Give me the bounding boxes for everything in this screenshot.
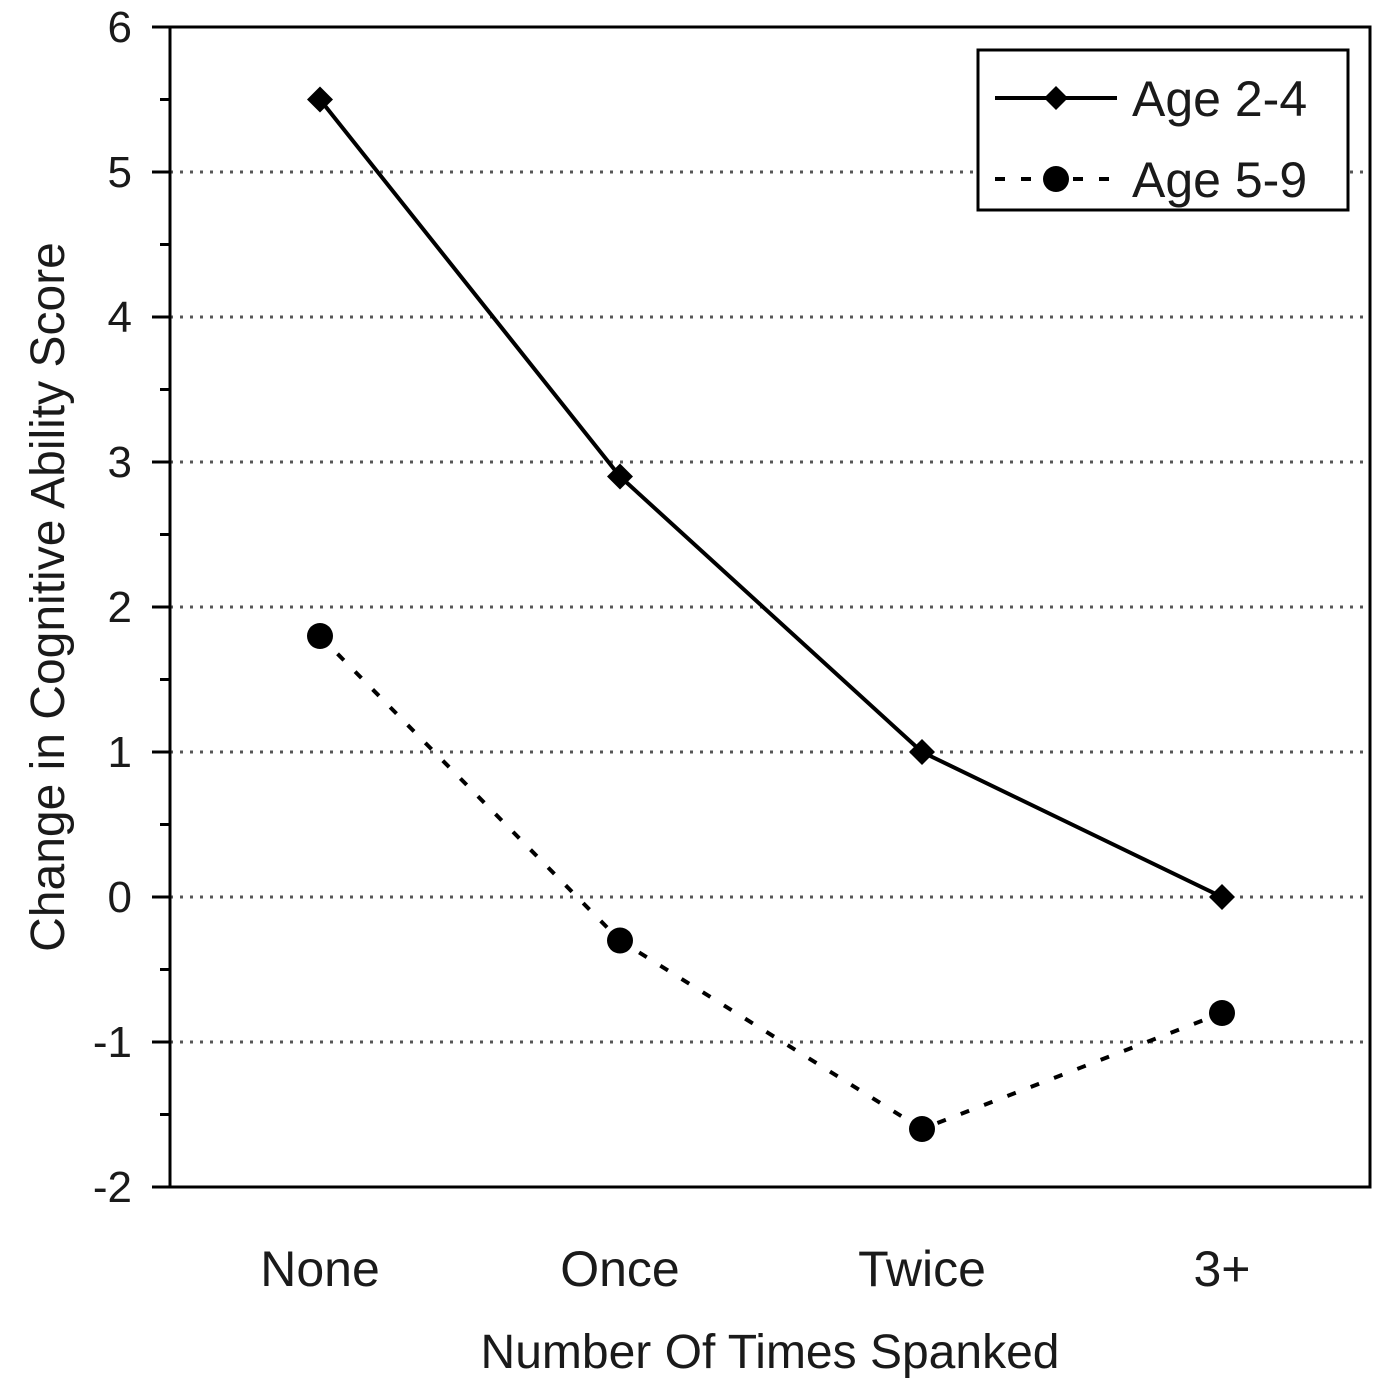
series-layer xyxy=(307,86,1235,1142)
data-point-circle xyxy=(607,927,633,954)
x-axis-title: Number Of Times Spanked xyxy=(481,1326,1060,1379)
y-axis-title: Change in Cognitive Ability Score xyxy=(22,242,75,952)
x-category-label: Twice xyxy=(858,1241,986,1297)
legend-label-age-5-9: Age 5-9 xyxy=(1132,152,1307,208)
y-tick-label: -1 xyxy=(93,1018,132,1067)
y-tick-label: 2 xyxy=(108,583,132,632)
y-tick-label: 5 xyxy=(108,148,132,197)
y-tick-label: 0 xyxy=(108,873,132,922)
y-axis-tick-labels: -2 -1 0 1 2 3 4 5 6 xyxy=(93,3,132,1212)
series-age-5-9 xyxy=(307,623,1235,1142)
data-point-diamond xyxy=(307,86,333,113)
y-tick-label: 3 xyxy=(108,438,132,487)
y-axis-ticks xyxy=(152,25,170,1189)
y-tick-label: 1 xyxy=(108,728,132,777)
series-age-2-4 xyxy=(307,86,1235,910)
series-line xyxy=(318,634,1223,1131)
data-point-circle xyxy=(307,623,333,649)
data-point-diamond xyxy=(1209,884,1235,910)
x-category-label: 3+ xyxy=(1193,1241,1250,1297)
legend-label-age-2-4: Age 2-4 xyxy=(1132,71,1307,127)
legend-marker-diamond xyxy=(1044,86,1068,110)
x-category-label: None xyxy=(260,1241,380,1297)
y-tick-label: 4 xyxy=(108,293,132,342)
data-point-circle xyxy=(1209,1000,1235,1026)
x-category-label: Once xyxy=(560,1241,680,1297)
gridlines xyxy=(170,170,1370,1044)
data-point-diamond xyxy=(909,739,935,765)
y-tick-label: -2 xyxy=(93,1163,132,1212)
legend-box xyxy=(976,48,1350,212)
y-tick-label: 6 xyxy=(108,3,132,52)
legend: Age 2-4 Age 5-9 xyxy=(976,48,1350,212)
x-axis-category-labels: None Once Twice 3+ xyxy=(260,1241,1250,1297)
legend-marker-circle xyxy=(1043,166,1069,192)
data-point-circle xyxy=(909,1116,935,1142)
data-point-diamond xyxy=(607,463,633,490)
series-line xyxy=(318,98,1223,899)
